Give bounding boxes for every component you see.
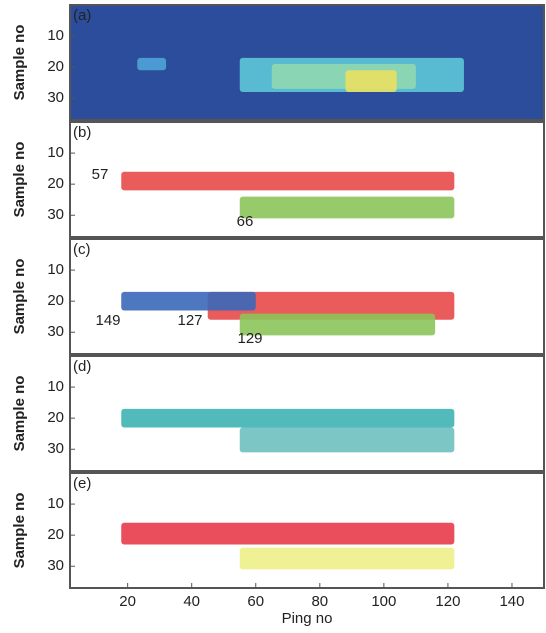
y-tick-label: 10 bbox=[47, 495, 64, 512]
echo-region bbox=[239, 196, 455, 219]
x-tick-label: 100 bbox=[371, 593, 396, 610]
x-tick-label: 80 bbox=[311, 593, 328, 610]
panel-label: (c) bbox=[73, 241, 91, 258]
y-tick-label: 20 bbox=[47, 58, 64, 75]
x-tick-label: 60 bbox=[247, 593, 264, 610]
y-axis-label: Sample no bbox=[11, 142, 28, 218]
y-tick-label: 30 bbox=[47, 206, 64, 223]
y-tick-label: 10 bbox=[47, 27, 64, 44]
echo-region bbox=[137, 57, 167, 71]
echo-region bbox=[239, 547, 455, 570]
cluster-label: 127 bbox=[177, 312, 202, 329]
panel-frame bbox=[69, 355, 545, 472]
x-tick-label: 20 bbox=[119, 593, 136, 610]
x-tick-label: 120 bbox=[435, 593, 460, 610]
y-axis-label: Sample no bbox=[11, 25, 28, 101]
y-tick-label: 30 bbox=[47, 323, 64, 340]
panel-frame bbox=[69, 4, 545, 121]
echo-region bbox=[207, 291, 455, 320]
panel-frame bbox=[69, 472, 545, 589]
y-axis-label: Sample no bbox=[11, 376, 28, 452]
panel-label: (d) bbox=[73, 358, 91, 375]
cluster-label: 57 bbox=[92, 166, 109, 183]
echo-region bbox=[121, 408, 455, 428]
echo-region bbox=[121, 171, 455, 191]
y-tick-label: 30 bbox=[47, 89, 64, 106]
cluster-label: 149 bbox=[95, 312, 120, 329]
y-axis-label: Sample no bbox=[11, 493, 28, 569]
panel-label: (b) bbox=[73, 124, 91, 141]
cluster-label: 129 bbox=[237, 330, 262, 347]
y-tick-label: 10 bbox=[47, 261, 64, 278]
echo-region bbox=[121, 291, 256, 311]
cluster-label: 66 bbox=[237, 213, 254, 230]
echo-region bbox=[239, 427, 455, 453]
x-axis-label: Ping no bbox=[282, 610, 333, 627]
panel-label: (a) bbox=[73, 7, 91, 24]
panel-frame bbox=[69, 238, 545, 355]
y-tick-label: 10 bbox=[47, 144, 64, 161]
panel-label: (e) bbox=[73, 475, 91, 492]
y-tick-label: 20 bbox=[47, 175, 64, 192]
y-tick-label: 20 bbox=[47, 292, 64, 309]
y-tick-label: 30 bbox=[47, 557, 64, 574]
y-tick-label: 10 bbox=[47, 378, 64, 395]
x-tick-label: 140 bbox=[499, 593, 524, 610]
echo-region bbox=[239, 313, 436, 336]
echo-region bbox=[121, 522, 455, 545]
y-tick-label: 20 bbox=[47, 409, 64, 426]
y-tick-label: 20 bbox=[47, 526, 64, 543]
panel-frame bbox=[69, 121, 545, 238]
y-axis-label: Sample no bbox=[11, 259, 28, 335]
y-tick-label: 30 bbox=[47, 440, 64, 457]
echo-region bbox=[345, 70, 397, 93]
x-tick-label: 40 bbox=[183, 593, 200, 610]
